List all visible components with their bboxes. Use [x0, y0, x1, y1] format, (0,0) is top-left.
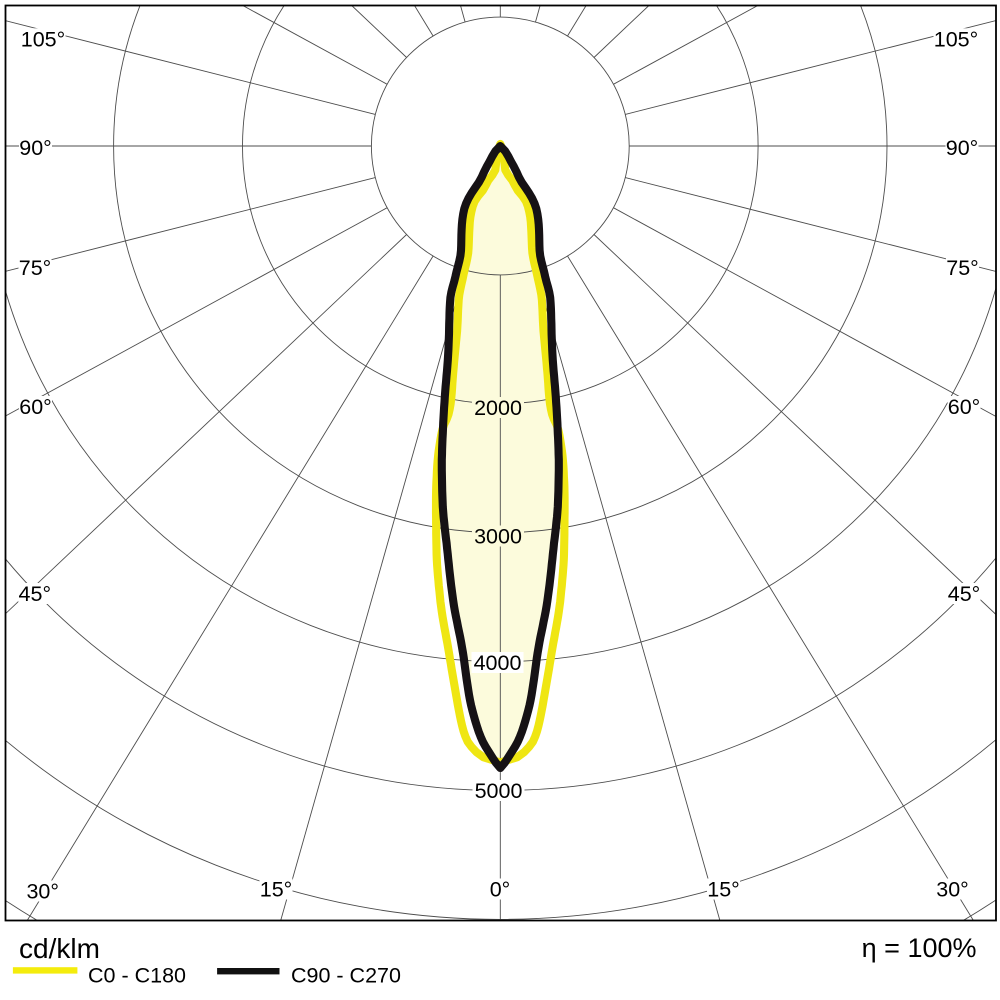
svg-text:60°: 60° [948, 395, 981, 419]
svg-text:30°: 30° [26, 880, 59, 904]
svg-text:90°: 90° [946, 136, 979, 160]
svg-text:C90 - C270: C90 - C270 [291, 964, 401, 988]
svg-text:2000: 2000 [474, 396, 522, 420]
svg-text:45°: 45° [19, 582, 52, 606]
svg-text:90°: 90° [19, 136, 52, 160]
svg-text:75°: 75° [19, 256, 52, 280]
svg-text:5000: 5000 [475, 779, 523, 803]
svg-text:4000: 4000 [474, 651, 522, 675]
svg-text:cd/klm: cd/klm [19, 933, 100, 964]
svg-text:η = 100%: η = 100% [862, 933, 977, 963]
svg-text:30°: 30° [936, 878, 969, 902]
svg-text:3000: 3000 [474, 525, 522, 549]
svg-text:C0 - C180: C0 - C180 [88, 964, 186, 988]
svg-text:75°: 75° [946, 256, 979, 280]
svg-text:0°: 0° [490, 878, 511, 902]
svg-text:60°: 60° [19, 395, 52, 419]
svg-text:105°: 105° [21, 27, 65, 51]
svg-text:105°: 105° [934, 27, 978, 51]
svg-text:45°: 45° [948, 582, 981, 606]
svg-text:15°: 15° [707, 878, 740, 902]
svg-text:15°: 15° [260, 878, 293, 902]
